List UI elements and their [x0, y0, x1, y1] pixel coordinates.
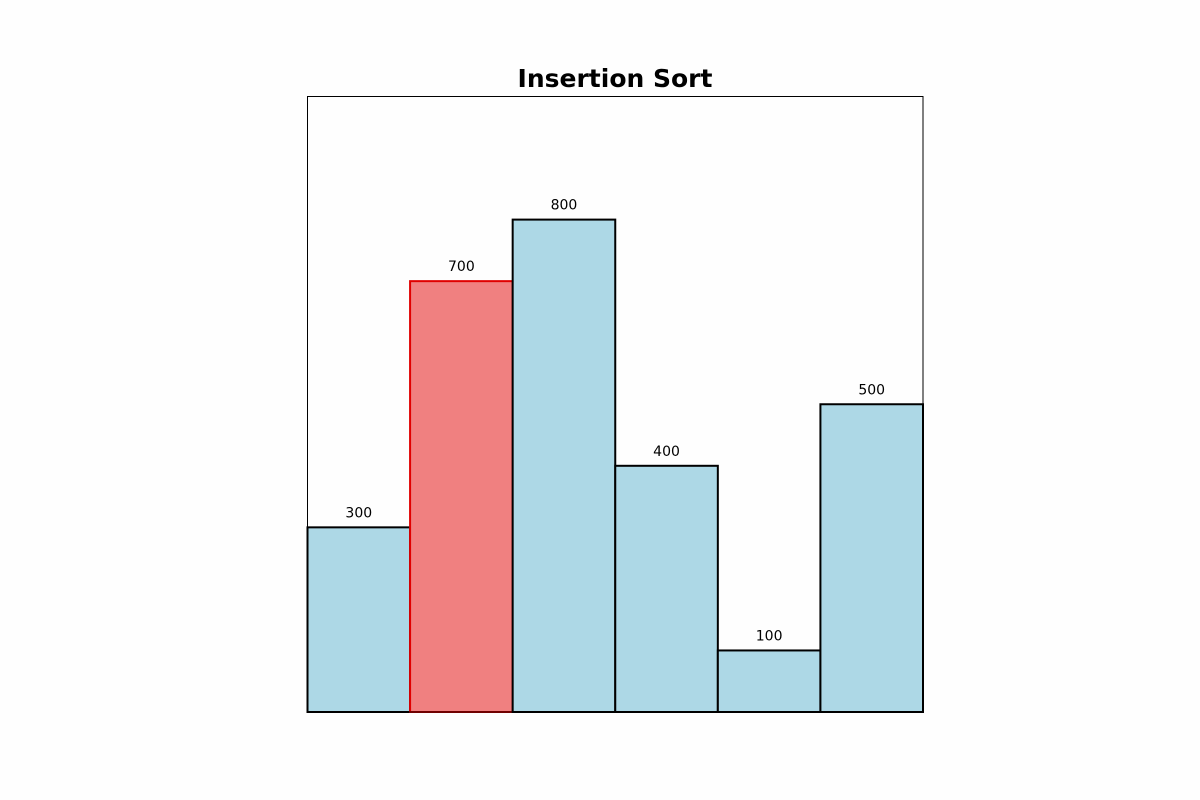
data-label: 400: [653, 444, 680, 460]
data-label: 700: [448, 259, 475, 275]
bar: [716, 649, 822, 714]
data-label: 800: [551, 198, 578, 214]
bar: [511, 218, 617, 713]
bar: [819, 403, 925, 713]
data-label: 300: [345, 505, 372, 521]
axes-frame: [307, 96, 924, 713]
plot-area: 300 700 800 400 100 500: [306, 198, 925, 714]
data-label: 500: [858, 382, 885, 398]
bar: [614, 464, 719, 713]
chart-title: Insertion Sort: [518, 64, 713, 93]
bar: [409, 280, 514, 713]
bar: [306, 526, 412, 713]
data-label: 100: [756, 628, 783, 644]
